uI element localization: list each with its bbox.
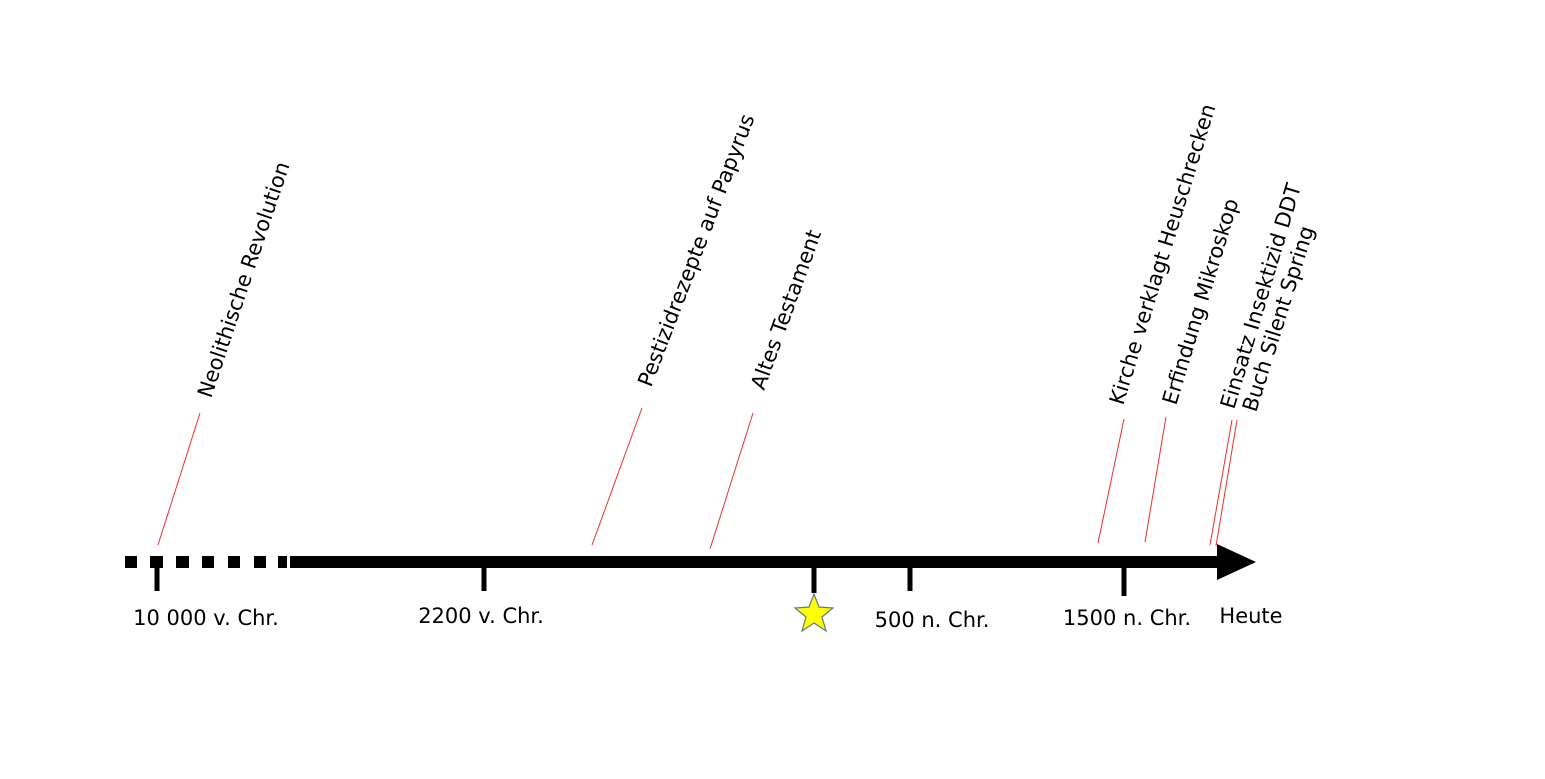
event-connector bbox=[1215, 419, 1238, 547]
event-connector bbox=[157, 412, 201, 546]
axis-dash bbox=[150, 556, 163, 568]
dashed-axis bbox=[125, 556, 287, 568]
axis-arrowhead bbox=[1217, 544, 1256, 580]
tick-label: 10 000 v. Chr. bbox=[133, 606, 279, 630]
axis-dash bbox=[254, 556, 266, 568]
event-connector bbox=[591, 407, 643, 546]
tick-labels: 10 000 v. Chr. 2200 v. Chr. 500 n. Chr. … bbox=[133, 604, 1282, 632]
event-connector bbox=[1209, 419, 1233, 546]
star-marker bbox=[793, 592, 835, 633]
tick-marks bbox=[154, 566, 1127, 596]
axis-line bbox=[290, 556, 1220, 568]
axis-dash bbox=[202, 556, 214, 568]
tick-label: 1500 n. Chr. bbox=[1063, 606, 1191, 630]
event-connectors bbox=[157, 407, 1238, 550]
axis-dash bbox=[125, 556, 137, 568]
event-labels: Neolithische Revolution Pestizidrezepte … bbox=[193, 101, 1319, 415]
tick-label: 2200 v. Chr. bbox=[418, 604, 544, 628]
event-label: Pestizidrezepte auf Papyrus bbox=[633, 111, 759, 390]
tick-label: Heute bbox=[1219, 604, 1282, 628]
event-label: Neolithische Revolution bbox=[193, 159, 295, 401]
axis-dash bbox=[228, 556, 240, 568]
event-connector bbox=[1144, 416, 1167, 543]
axis-dash bbox=[176, 556, 189, 568]
axis-dash bbox=[278, 556, 287, 568]
event-connector bbox=[709, 412, 754, 550]
event-connector bbox=[1097, 418, 1125, 544]
tick-label: 500 n. Chr. bbox=[875, 608, 990, 632]
event-label: Altes Testament bbox=[746, 227, 826, 393]
